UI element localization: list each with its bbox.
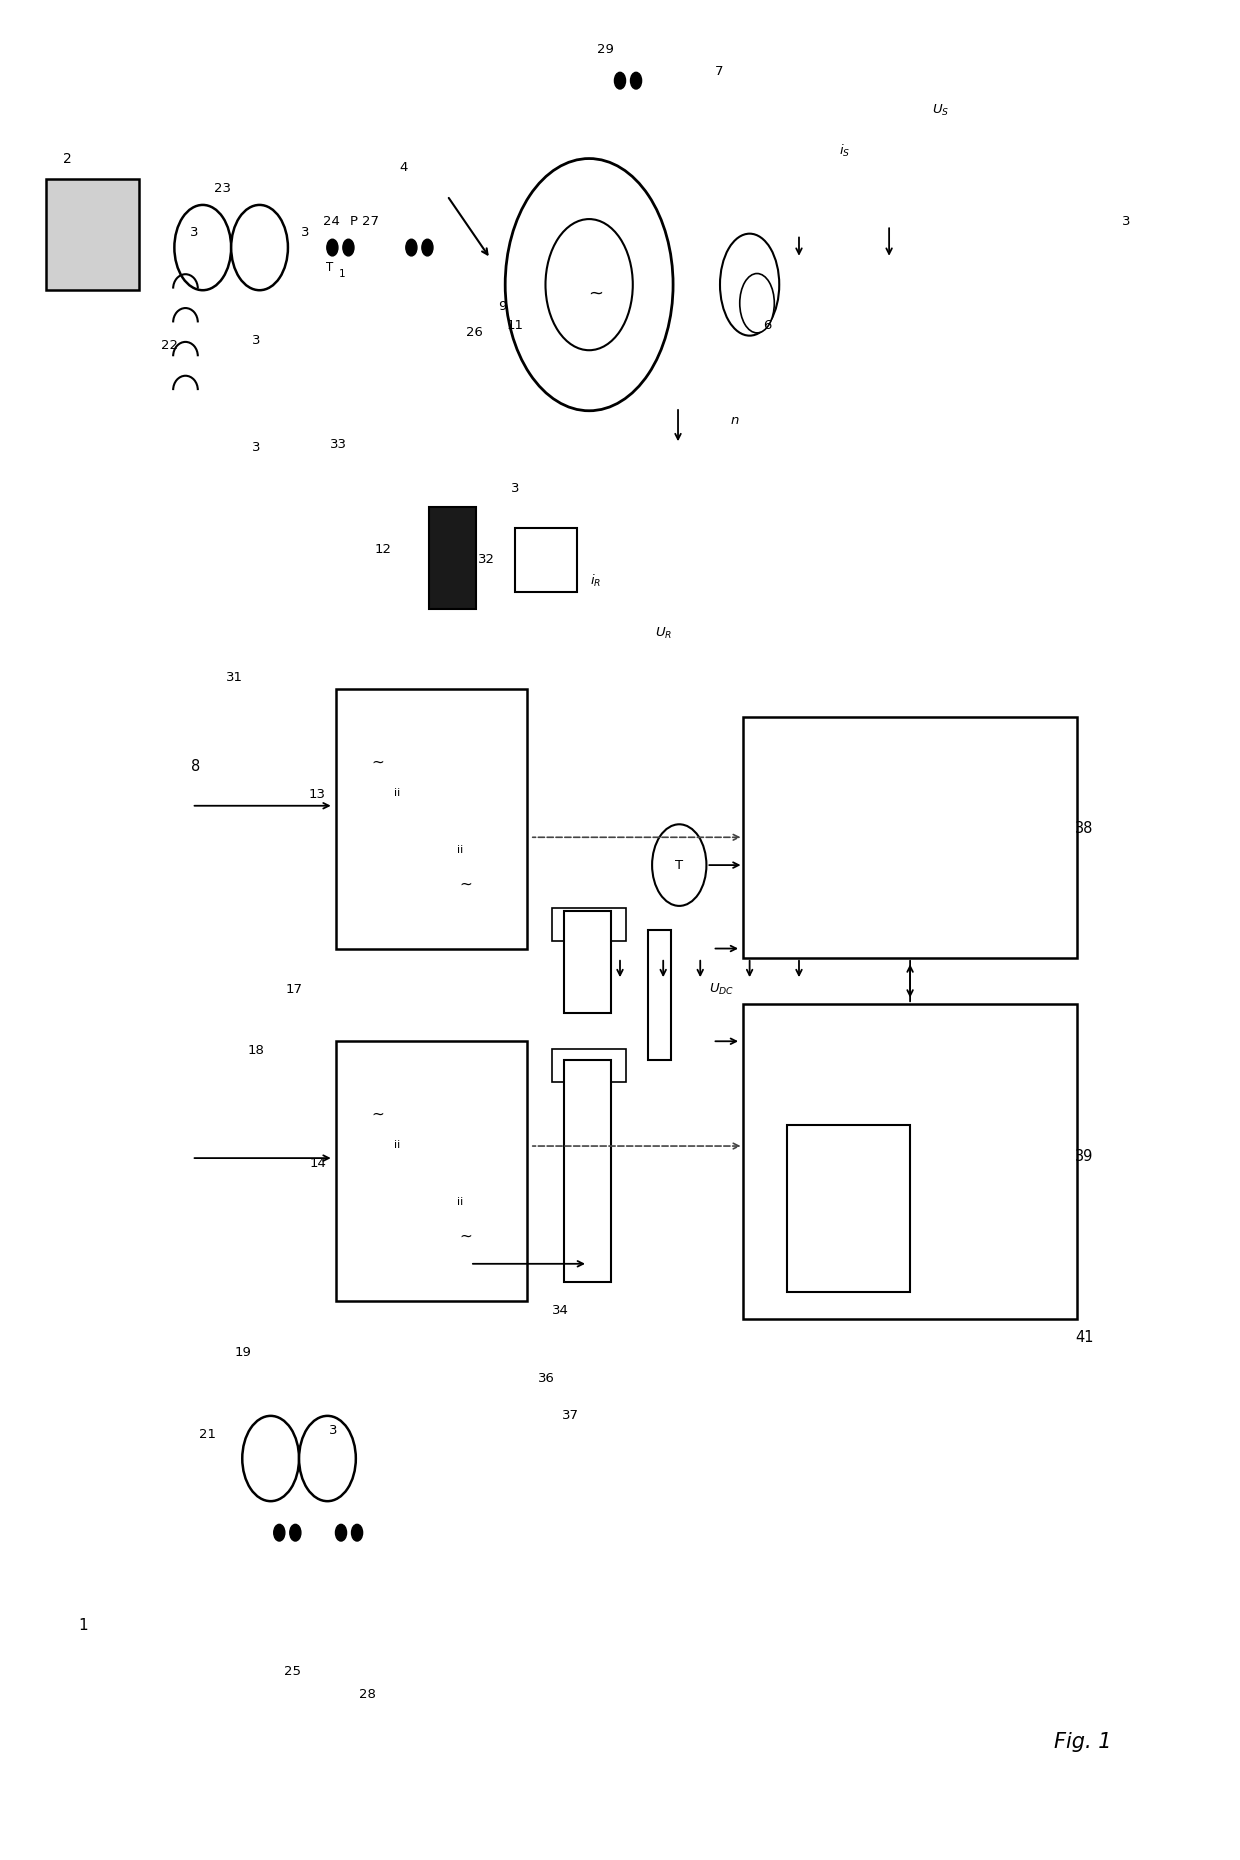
Text: 3: 3 <box>190 227 198 240</box>
Text: 14: 14 <box>309 1157 326 1170</box>
Bar <box>515 528 577 593</box>
Text: 11: 11 <box>507 318 523 331</box>
Bar <box>355 467 645 632</box>
Circle shape <box>290 1525 301 1542</box>
Text: 24: 24 <box>322 216 340 229</box>
Text: 26: 26 <box>466 326 482 339</box>
Text: ~: ~ <box>588 285 603 303</box>
Text: 6: 6 <box>763 318 771 331</box>
Circle shape <box>505 158 673 411</box>
Text: 17: 17 <box>285 982 303 995</box>
Circle shape <box>546 219 632 350</box>
Circle shape <box>630 73 641 89</box>
Text: 12: 12 <box>374 543 392 556</box>
Text: U$_R$: U$_R$ <box>655 625 672 642</box>
Bar <box>564 188 960 318</box>
Circle shape <box>274 1525 285 1542</box>
Text: ii: ii <box>394 789 401 798</box>
Circle shape <box>405 240 417 257</box>
Circle shape <box>343 240 353 257</box>
Circle shape <box>175 205 231 290</box>
Circle shape <box>422 240 433 257</box>
Text: T: T <box>676 859 683 872</box>
Text: n: n <box>730 413 739 426</box>
Text: 7: 7 <box>714 65 723 78</box>
Bar <box>552 1049 626 1083</box>
Bar <box>243 504 725 716</box>
Text: 1: 1 <box>78 1618 88 1633</box>
Circle shape <box>231 205 288 290</box>
Text: 33: 33 <box>330 437 347 450</box>
Circle shape <box>242 1415 299 1501</box>
Text: 37: 37 <box>562 1410 579 1423</box>
Text: 28: 28 <box>358 1687 376 1700</box>
Text: 38: 38 <box>1075 820 1094 835</box>
Text: 3: 3 <box>1122 216 1131 229</box>
Text: U$_S$: U$_S$ <box>932 102 950 117</box>
Bar <box>552 908 626 941</box>
Text: P: P <box>350 216 357 229</box>
Circle shape <box>351 1525 362 1542</box>
Text: ~: ~ <box>372 753 384 770</box>
Bar <box>564 1060 611 1282</box>
Circle shape <box>615 73 625 89</box>
Text: 21: 21 <box>200 1428 216 1442</box>
Bar <box>336 1042 527 1300</box>
Text: 8: 8 <box>191 759 200 774</box>
Text: 39: 39 <box>1075 1149 1094 1164</box>
Bar <box>218 485 732 1533</box>
Bar <box>786 1125 910 1291</box>
Text: 3: 3 <box>301 227 310 240</box>
Text: 25: 25 <box>284 1665 301 1678</box>
Text: ~: ~ <box>372 1107 384 1122</box>
Circle shape <box>327 240 339 257</box>
Text: Fig. 1: Fig. 1 <box>1054 1732 1112 1752</box>
Text: 3: 3 <box>252 441 260 454</box>
Text: ii: ii <box>458 1198 464 1207</box>
Text: 29: 29 <box>596 43 614 56</box>
Bar <box>336 688 527 949</box>
Ellipse shape <box>720 234 779 335</box>
Circle shape <box>299 1415 356 1501</box>
Text: 4: 4 <box>399 162 408 175</box>
Text: ii: ii <box>394 1140 401 1149</box>
Text: 1: 1 <box>339 268 346 279</box>
Text: i$_R$: i$_R$ <box>590 573 601 590</box>
Text: i$_S$: i$_S$ <box>839 143 851 160</box>
Text: 3: 3 <box>511 482 520 495</box>
Bar <box>429 508 476 610</box>
Bar <box>649 930 671 1060</box>
Text: 36: 36 <box>537 1373 554 1386</box>
Text: 2: 2 <box>62 151 72 166</box>
Text: 3: 3 <box>252 333 260 346</box>
Bar <box>89 76 1163 1709</box>
Text: 34: 34 <box>552 1304 569 1317</box>
Text: 31: 31 <box>227 671 243 684</box>
Bar <box>564 141 1176 355</box>
Text: 27: 27 <box>362 216 379 229</box>
Text: ~: ~ <box>460 1228 472 1244</box>
Bar <box>744 1004 1076 1319</box>
Text: ii: ii <box>458 844 464 856</box>
Text: 3: 3 <box>330 1425 337 1438</box>
Circle shape <box>652 824 707 906</box>
Text: 13: 13 <box>309 789 326 802</box>
Text: 23: 23 <box>215 182 231 195</box>
Text: U$_{DC}$: U$_{DC}$ <box>708 982 734 997</box>
Text: 9: 9 <box>498 301 507 312</box>
Circle shape <box>336 1525 346 1542</box>
Text: 19: 19 <box>236 1347 252 1360</box>
Ellipse shape <box>740 273 774 333</box>
Bar <box>744 716 1076 958</box>
Text: ~: ~ <box>460 876 472 891</box>
Text: 32: 32 <box>479 552 495 565</box>
Bar <box>46 179 139 290</box>
Text: 41: 41 <box>1075 1330 1094 1345</box>
Text: T: T <box>326 262 334 275</box>
Bar <box>564 911 611 1014</box>
Text: 22: 22 <box>161 339 177 352</box>
Text: 18: 18 <box>248 1043 264 1056</box>
